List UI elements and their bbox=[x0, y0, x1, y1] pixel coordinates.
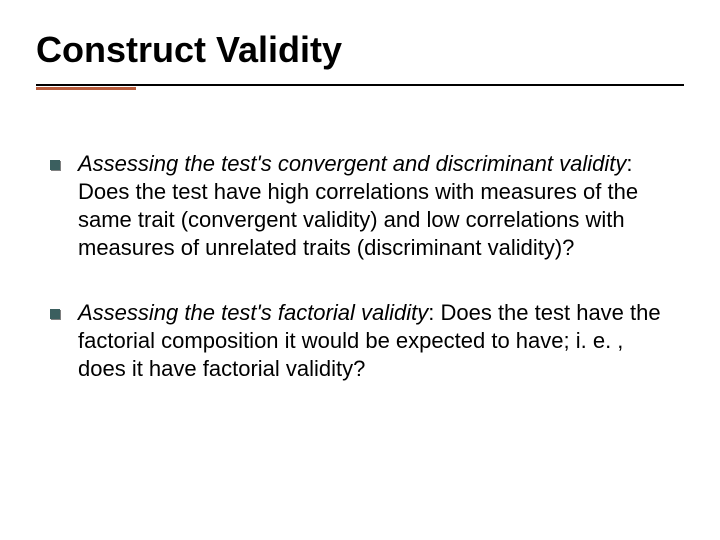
list-item: Assessing the test's factorial validity:… bbox=[50, 299, 662, 383]
slide-title: Construct Validity bbox=[36, 30, 342, 70]
bullet-lead: Assessing the test's convergent and disc… bbox=[78, 151, 626, 176]
square-bullet-icon bbox=[50, 309, 60, 319]
list-item: Assessing the test's convergent and disc… bbox=[50, 150, 662, 263]
slide-body: Assessing the test's convergent and disc… bbox=[50, 150, 662, 419]
bullet-lead: Assessing the test's factorial validity bbox=[78, 300, 428, 325]
square-bullet-icon bbox=[50, 160, 60, 170]
bullet-text: Assessing the test's factorial validity:… bbox=[78, 299, 662, 383]
title-underline bbox=[36, 84, 684, 86]
slide: Construct Validity Assessing the test's … bbox=[0, 0, 720, 540]
accent-underline bbox=[36, 87, 136, 90]
bullet-text: Assessing the test's convergent and disc… bbox=[78, 150, 662, 263]
